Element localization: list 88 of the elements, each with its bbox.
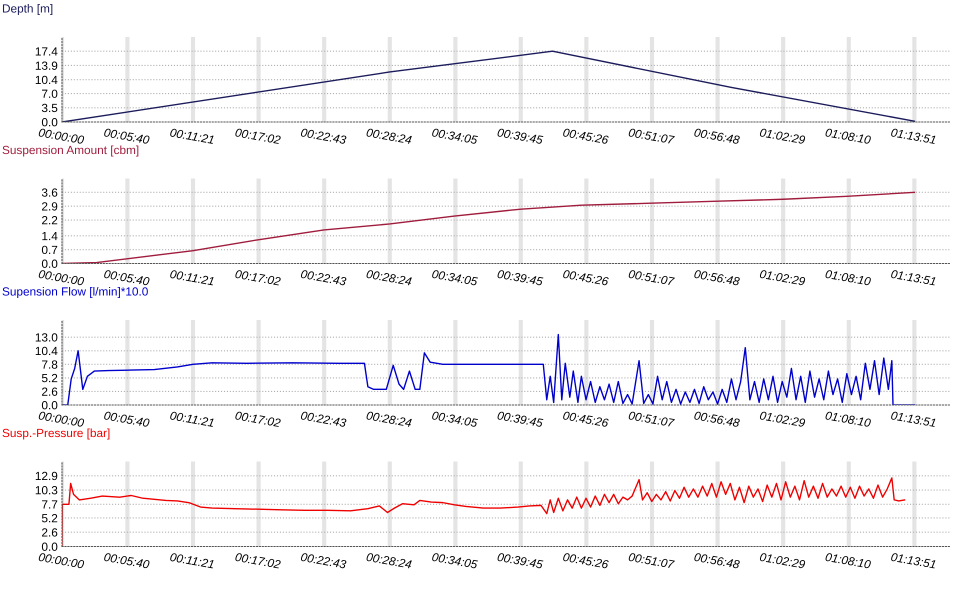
x-tick-label: 00:17:02: [234, 128, 281, 144]
y-tick-label: 2.6: [42, 387, 58, 396]
x-tick-label: 01:02:29: [760, 552, 806, 569]
x-tick-label: 00:45:26: [562, 552, 609, 569]
x-tick-label: 00:22:43: [300, 128, 347, 144]
chart-title: Depth [m]: [2, 4, 52, 15]
x-tick-label: 00:11:21: [170, 552, 214, 569]
x-tick-label: 00:51:07: [628, 552, 675, 569]
y-tick-label: 5.2: [42, 514, 58, 522]
chart-title: Supension Flow [l/min]*10.0: [2, 286, 148, 298]
x-tick-label: 00:34:05: [432, 552, 478, 569]
x-tick-label: 00:51:07: [628, 270, 675, 286]
x-tick-label: 00:45:26: [562, 411, 609, 428]
x-tick-label: 00:34:05: [432, 128, 478, 144]
x-tick-label: 00:56:48: [694, 411, 740, 428]
x-tick-label: 00:39:45: [497, 552, 544, 569]
x-tick-label: 00:11:21: [170, 411, 214, 428]
x-tick-label: 01:02:29: [760, 128, 806, 144]
x-tick-label: 00:34:05: [432, 270, 478, 286]
y-tick-label: 13.0: [36, 333, 58, 342]
y-tick-label: 10.4: [36, 346, 58, 356]
y-tick-label: 3.5: [42, 104, 58, 112]
x-tick-label: 00:56:48: [694, 270, 740, 286]
x-tick-label: 00:05:40: [104, 552, 150, 569]
x-tick-label: 00:45:26: [562, 270, 609, 286]
line-series: [62, 50, 916, 122]
y-tick-label: 5.2: [42, 374, 58, 382]
x-tick-label: 00:00:00: [38, 411, 84, 428]
line-series: [62, 334, 916, 405]
x-tick-label: 00:00:00: [38, 552, 84, 569]
y-tick-label: 3.6: [42, 188, 58, 197]
x-tick-label: 01:13:51: [890, 128, 936, 144]
y-tick-label: 0.0: [42, 542, 58, 551]
x-tick-label: 01:02:29: [760, 411, 806, 428]
x-tick-label: 00:56:48: [694, 552, 740, 569]
x-tick-label: 01:13:51: [890, 552, 936, 569]
y-tick-label: 2.9: [42, 202, 58, 211]
y-tick-label: 10.3: [36, 486, 58, 494]
y-tick-label: 2.6: [42, 528, 58, 537]
x-tick-label: 00:11:21: [170, 270, 214, 286]
y-tick-label: 0.0: [42, 401, 58, 410]
chart-title: Suspension Amount [cbm]: [2, 145, 138, 156]
chart-title: Susp.-Pressure [bar]: [2, 428, 110, 440]
x-tick-label: 00:28:24: [366, 411, 412, 428]
x-tick-label: 01:13:51: [890, 270, 936, 286]
x-tick-label: 00:22:43: [300, 270, 347, 286]
line-series: [62, 477, 906, 546]
x-tick-label: 00:28:24: [366, 270, 412, 286]
line-series: [62, 192, 916, 264]
x-tick-label: 00:51:07: [628, 411, 675, 428]
x-tick-label: 00:11:21: [170, 128, 214, 144]
x-tick-label: 00:17:02: [234, 552, 281, 569]
x-tick-label: 00:28:24: [366, 552, 412, 569]
y-tick-label: 0.0: [42, 118, 58, 126]
x-tick-label: 00:39:45: [497, 128, 544, 144]
y-tick-label: 12.9: [36, 472, 58, 480]
x-tick-label: 01:08:10: [825, 552, 872, 569]
x-tick-label: 00:05:40: [104, 411, 150, 428]
y-tick-label: 7.7: [42, 500, 58, 509]
x-tick-label: 00:05:40: [104, 128, 150, 144]
x-tick-label: 00:22:43: [300, 552, 347, 569]
y-tick-label: 17.4: [36, 47, 58, 56]
y-tick-label: 7.8: [42, 360, 58, 369]
y-tick-label: 10.4: [36, 76, 58, 84]
y-tick-label: 0.0: [42, 260, 58, 268]
x-tick-label: 00:00:00: [38, 270, 84, 286]
x-tick-label: 01:02:29: [760, 270, 806, 286]
x-tick-label: 00:28:24: [366, 128, 412, 144]
x-tick-label: 00:56:48: [694, 128, 740, 144]
y-tick-label: 13.9: [36, 62, 58, 70]
x-tick-label: 00:45:26: [562, 128, 609, 144]
x-tick-label: 00:34:05: [432, 411, 478, 428]
x-tick-label: 00:39:45: [497, 411, 544, 428]
y-tick-label: 1.4: [42, 232, 58, 240]
y-tick-label: 7.0: [42, 90, 58, 98]
x-tick-label: 00:39:45: [497, 270, 544, 286]
x-tick-label: 01:13:51: [890, 411, 936, 428]
x-tick-label: 00:05:40: [104, 270, 150, 286]
x-tick-label: 01:08:10: [825, 411, 872, 428]
x-tick-label: 00:17:02: [234, 411, 281, 428]
x-tick-label: 01:08:10: [825, 128, 872, 144]
x-tick-label: 00:00:00: [38, 128, 84, 144]
y-tick-label: 2.2: [42, 216, 58, 224]
x-tick-label: 00:17:02: [234, 270, 281, 286]
y-tick-label: 0.7: [42, 246, 58, 254]
x-tick-label: 01:08:10: [825, 270, 872, 286]
x-tick-label: 00:22:43: [300, 411, 347, 428]
x-tick-label: 00:51:07: [628, 128, 675, 144]
